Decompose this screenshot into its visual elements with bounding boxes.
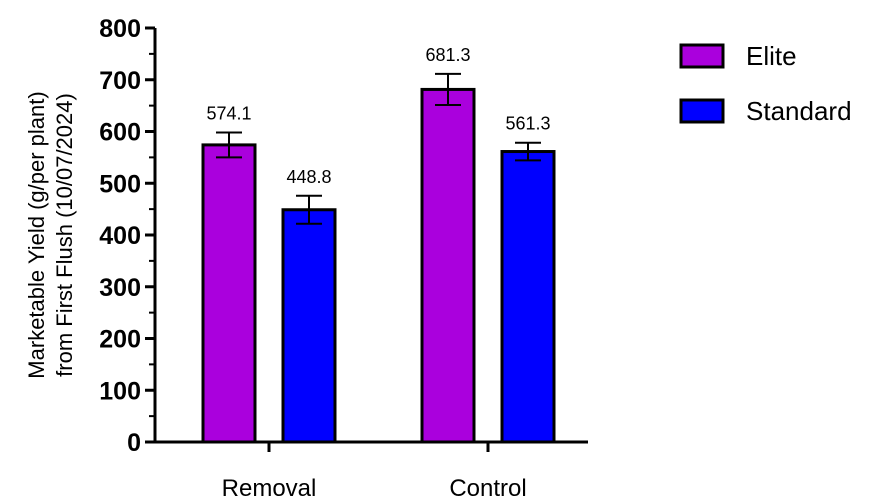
y-tick-label: 500 <box>99 170 141 198</box>
x-category-label: Removal <box>222 475 317 502</box>
y-axis-title-line-1: Marketable Yield (g/per plant) <box>24 91 49 378</box>
data-label: 561.3 <box>505 114 550 134</box>
y-tick-label: 600 <box>99 119 141 147</box>
bar <box>281 208 337 444</box>
y-tick-label: 700 <box>99 67 141 95</box>
legend-swatch <box>679 98 725 124</box>
y-tick-label: 800 <box>99 15 141 43</box>
y-tick-label: 100 <box>99 377 141 405</box>
x-category-label: Control <box>449 475 526 502</box>
bar <box>420 87 476 444</box>
axes: 0 100 200 300 400 500 600 700 800 Removal Control <box>99 15 588 502</box>
y-tick-label: 400 <box>99 222 141 250</box>
data-label: 574.1 <box>206 103 251 123</box>
y-tick-label: 300 <box>99 274 141 302</box>
legend: Elite Standard <box>679 41 852 126</box>
legend-label: Elite <box>746 41 797 71</box>
data-label: 681.3 <box>425 45 470 65</box>
bars: 574.1 448.8 681.3 561.3 <box>201 45 556 444</box>
y-axis-title-line-2: from First Flush (10/07/2024) <box>52 93 77 377</box>
legend-label: Standard <box>746 96 852 126</box>
y-axis-title: Marketable Yield (g/per plant) from Firs… <box>24 91 77 378</box>
y-tick-label: 200 <box>99 326 141 354</box>
bar <box>201 143 257 444</box>
y-tick-label: 0 <box>127 429 141 457</box>
data-label: 448.8 <box>286 167 331 187</box>
bar <box>500 150 556 444</box>
legend-swatch <box>679 43 725 69</box>
